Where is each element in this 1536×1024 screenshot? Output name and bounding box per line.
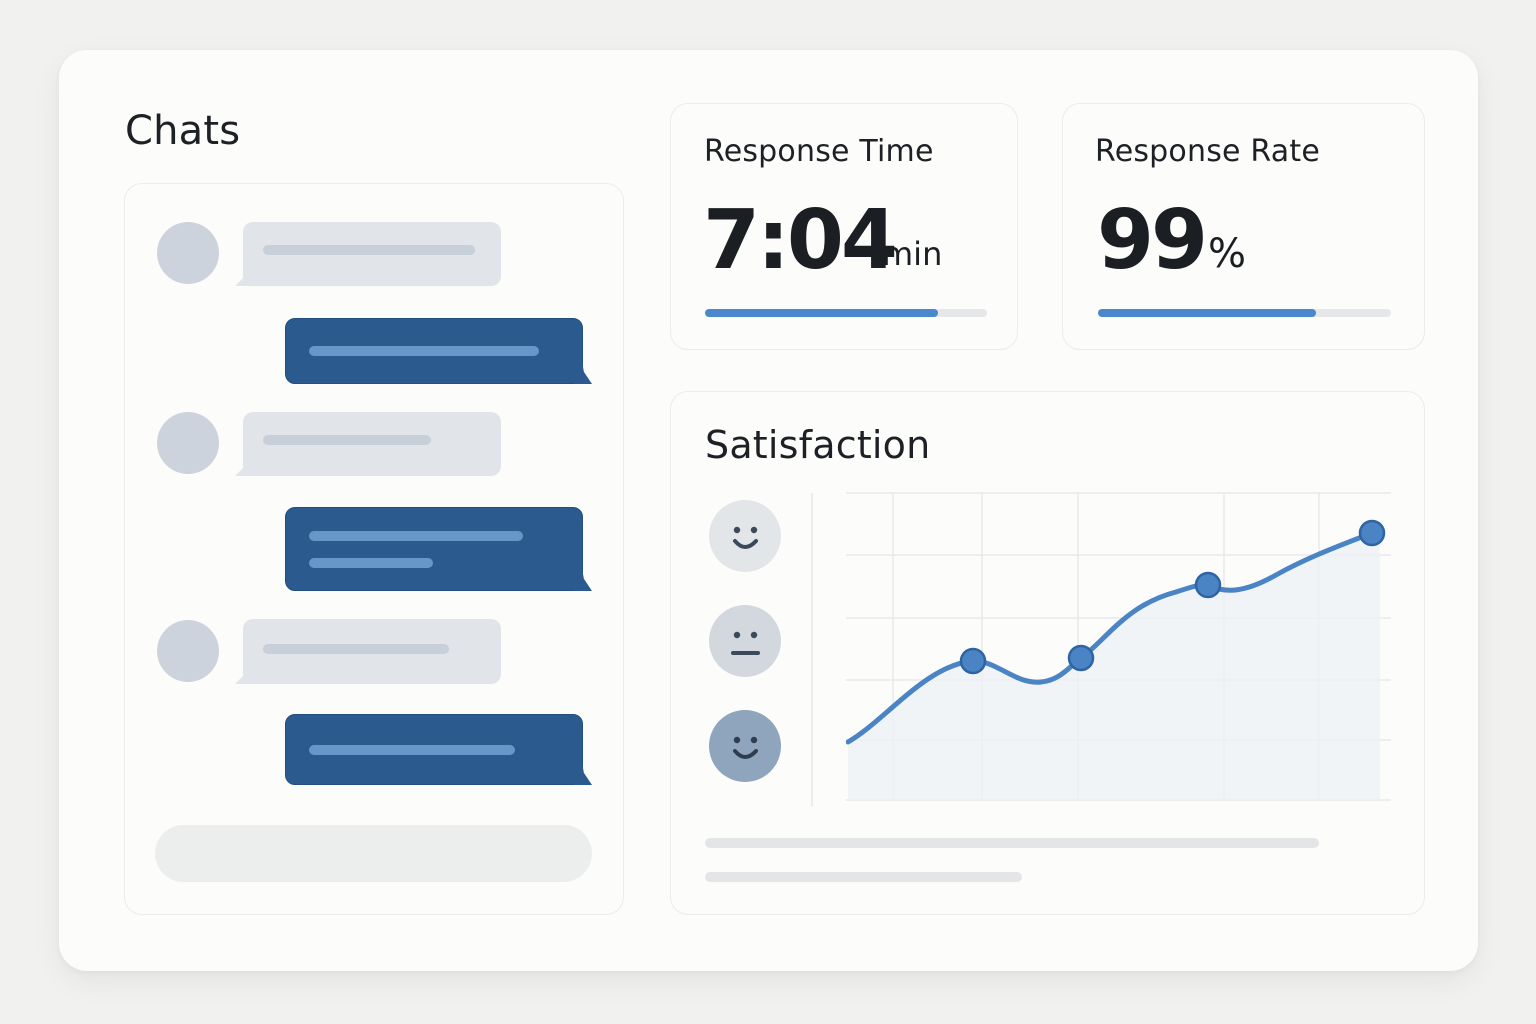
satisfaction-chart (846, 492, 1391, 801)
avatar (157, 620, 219, 682)
message-text-placeholder (309, 558, 433, 568)
summary-text-placeholder (705, 838, 1319, 848)
happy-face-icon (709, 500, 781, 572)
response-rate-title: Response Rate (1095, 134, 1321, 169)
response-rate-card (1062, 103, 1425, 350)
message-input[interactable] (155, 825, 592, 882)
neutral-face-icon (709, 605, 781, 677)
response-time-progress-fill (705, 309, 938, 317)
response-rate-progress (1098, 309, 1391, 317)
response-time-card (670, 103, 1018, 350)
chart-point (959, 647, 987, 675)
chart-point (1067, 644, 1095, 672)
response-rate-unit: % (1208, 231, 1247, 277)
outgoing-message[interactable] (285, 507, 583, 591)
avatar (157, 222, 219, 284)
chart-point (1358, 519, 1386, 547)
outgoing-message[interactable] (285, 318, 583, 384)
response-rate-value: 99 (1097, 193, 1208, 288)
message-text-placeholder (309, 531, 523, 541)
message-text-placeholder (263, 435, 431, 445)
chart-y-axis (811, 493, 813, 806)
response-rate-progress-fill (1098, 309, 1316, 317)
happy-face-icon (709, 710, 781, 782)
response-time-progress (705, 309, 987, 317)
message-text-placeholder (309, 745, 515, 755)
response-time-unit: min (882, 235, 943, 273)
summary-text-placeholder (705, 872, 1022, 882)
chart-point (1194, 571, 1222, 599)
outgoing-message[interactable] (285, 714, 583, 785)
response-time-title: Response Time (704, 134, 934, 169)
incoming-message[interactable] (243, 619, 501, 684)
message-text-placeholder (263, 245, 475, 255)
satisfaction-title: Satisfaction (705, 423, 931, 467)
incoming-message[interactable] (243, 412, 501, 476)
chats-title: Chats (125, 108, 241, 154)
chart-area-fill (848, 533, 1380, 800)
response-time-value: 7:04 (703, 193, 898, 288)
message-text-placeholder (263, 644, 449, 654)
incoming-message[interactable] (243, 222, 501, 286)
avatar (157, 412, 219, 474)
message-text-placeholder (309, 346, 539, 356)
